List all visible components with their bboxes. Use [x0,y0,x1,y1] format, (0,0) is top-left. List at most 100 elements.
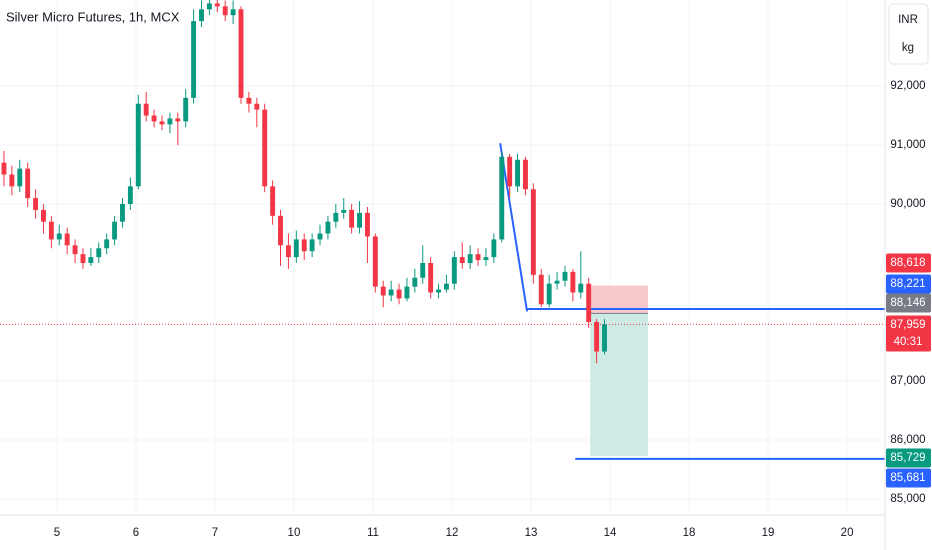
price-label-box [886,253,931,273]
target-zone [590,313,648,457]
candle-body [523,159,528,190]
candle-body [1,162,7,175]
candle-body [317,233,323,240]
price-label: 85,681 [890,472,925,484]
price-label: 85,729 [890,452,925,464]
price-label: 88,146 [890,297,925,309]
candle-body [238,9,244,98]
candle-body [88,257,94,264]
candle-body [570,271,576,293]
candle-body [285,245,291,258]
candle-body [191,21,197,98]
candle-body [72,245,78,255]
candle-body [167,118,173,125]
y-tick-label: 85,000 [890,493,925,505]
candle-body [206,3,212,10]
candle-body [562,271,568,281]
candle-body [270,186,276,216]
candle-body [41,209,46,222]
y-tick-label: 90,000 [890,198,925,210]
candle-body [372,236,378,287]
x-tick-label: 6 [133,527,139,539]
candle-body [554,280,560,284]
candle-body [364,212,370,237]
candle-body [278,215,283,246]
candle-body [230,9,236,16]
candle-body [428,263,434,293]
y-tick-label: 92,000 [890,80,925,92]
candle-body [404,286,410,299]
candle-body [436,289,441,293]
price-label-box [886,468,931,488]
candle-body [199,9,204,22]
x-tick-label: 19 [762,527,775,539]
price-label: 88,618 [890,257,925,269]
countdown-label: 40:31 [894,336,923,348]
candle-body [357,212,362,228]
candle-body [127,186,133,205]
candle-body [112,221,118,240]
candle-body [64,233,70,246]
candle-body [349,209,355,228]
candle-body [594,322,600,352]
candle-body [301,239,307,252]
candle-body [420,263,426,278]
candle-body [602,324,607,352]
unit-box[interactable] [888,3,929,65]
chart-title: Silver Micro Futures, 1h, MCX [6,9,180,24]
candle-body [333,212,339,222]
x-tick-label: 7 [212,527,218,539]
candle-body [309,239,315,252]
candle-body [80,254,86,264]
candle-body [459,257,465,264]
candle-body [25,168,31,199]
x-tick-label: 10 [288,527,301,539]
y-tick-label: 87,000 [890,375,925,387]
candle-body [246,97,252,104]
candle-body [444,283,449,290]
price-label: 87,959 [890,319,925,331]
candle-body [159,121,165,125]
candle-body [499,156,505,240]
x-tick-label: 12 [446,527,459,539]
price-label: 88,221 [890,278,925,290]
candle-body [538,274,544,305]
candle-body [120,204,125,222]
candle-body [515,159,521,187]
candle-body [341,209,347,213]
y-tick-label: 91,000 [890,139,925,151]
candle-body [451,257,457,284]
candle-body [380,286,386,296]
x-tick-label: 20 [841,527,854,539]
candle-body [530,189,536,275]
x-tick-label: 14 [604,527,617,539]
candle-body [48,221,54,240]
currency-label: INR [898,14,918,26]
x-tick-label: 13 [525,527,538,539]
candle-body [467,254,473,264]
price-label-box [886,274,931,294]
candle-body [412,277,418,287]
candle-body [17,168,23,187]
candle-body [388,289,394,296]
candle-body [9,174,15,187]
price-label-box [886,293,931,313]
candle-body [33,198,39,210]
candle-body [483,257,489,261]
candle-body [546,283,552,305]
candle-body [475,254,481,261]
candle-body [56,233,62,240]
x-tick-label: 11 [367,527,379,539]
candle-body [325,221,331,234]
candle-body [183,97,189,122]
price-label-box [886,448,931,468]
candle-body [143,103,149,116]
candle-body [135,103,141,187]
candle-body [214,3,220,7]
candle-body [254,103,260,110]
x-tick-label: 18 [683,527,696,539]
trend-line [499,143,529,312]
candle-body [578,283,584,293]
